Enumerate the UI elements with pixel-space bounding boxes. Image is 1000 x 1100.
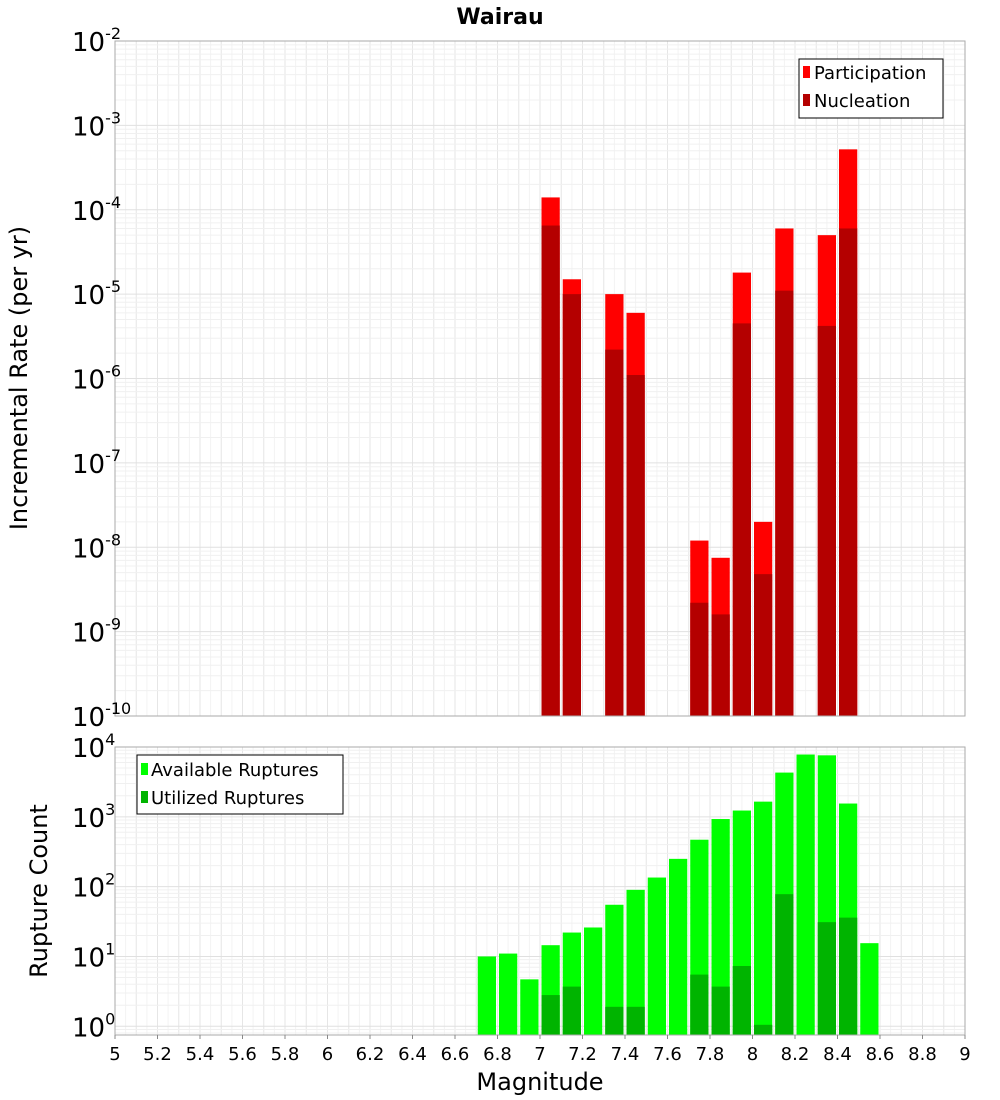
y-tick-label: 10-4 (72, 193, 121, 227)
y-tick-label: 10-7 (72, 446, 121, 480)
y-tick-label: 10-8 (72, 530, 121, 564)
x-tick-label: 5.8 (271, 1044, 300, 1065)
rate-bar-inner (711, 614, 730, 716)
count-bar-outer (499, 953, 518, 1035)
x-ticks: 5 5.2 5.4 5.6 5.8 6 6.2 6.4 6.6 6.8 7 7.2 7.4 7.6 7.8 8… (109, 1035, 971, 1065)
legend-swatch-utilized (141, 791, 148, 803)
x-tick-label: 6.6 (441, 1044, 470, 1065)
count-bar-inner (775, 894, 794, 1035)
bottom-legend-box (136, 754, 344, 815)
top-grid (114, 41, 966, 717)
y-tick-label: 10-3 (72, 108, 121, 142)
legend-swatch-available (141, 763, 148, 775)
top-y-ticks: 10-2 10-3 10-4 10-5 10-6 10-7 10-8 10-9 10-10 (72, 24, 131, 733)
y-tick-label: 10-6 (72, 362, 121, 396)
rate-bar-inner (839, 228, 858, 716)
count-bar-outer (860, 943, 879, 1035)
x-tick-label: 8.8 (908, 1044, 937, 1065)
rate-bar-inner (605, 349, 624, 716)
x-tick-label: 8.4 (823, 1044, 852, 1065)
legend-label-nucleation: Nucleation (814, 91, 910, 112)
count-bar-outer (647, 877, 666, 1035)
x-tick-label: 5.6 (228, 1044, 257, 1065)
y-tick-label: 104 (72, 730, 115, 764)
rate-bar-inner (775, 290, 794, 716)
x-tick-label: 9 (959, 1044, 970, 1065)
top-legend-box (798, 58, 944, 119)
legend-swatch-nucleation (803, 94, 810, 106)
top-plot: 10-2 10-3 10-4 10-5 10-6 10-7 10-8 10-9 10-10 In… (5, 24, 966, 733)
count-bar-inner (626, 1006, 645, 1035)
x-tick-label: 6.2 (356, 1044, 385, 1065)
x-tick-label: 8 (747, 1044, 758, 1065)
rate-bar-inner (690, 602, 709, 716)
count-bar-inner (839, 917, 858, 1035)
x-tick-label: 8.2 (781, 1044, 810, 1065)
x-tick-label: 7.2 (568, 1044, 597, 1065)
y-tick-label: 10-9 (72, 615, 121, 649)
y-tick-label: 10-5 (72, 277, 121, 311)
count-bar-outer (477, 956, 496, 1035)
bottom-legend: Available Ruptures Utilized Ruptures (136, 754, 344, 815)
y-tick-label: 102 (72, 870, 115, 904)
legend-label-available: Available Ruptures (151, 760, 319, 781)
x-tick-label: 7.6 (653, 1044, 682, 1065)
count-bar-inner (754, 1024, 773, 1035)
count-bar-outer (754, 801, 773, 1035)
count-bar-inner (562, 986, 581, 1035)
x-tick-label: 5 (109, 1044, 120, 1065)
rate-bar-inner (626, 375, 645, 716)
x-tick-label: 7 (534, 1044, 545, 1065)
count-bar-outer (520, 979, 539, 1035)
x-tick-label: 6.8 (483, 1044, 512, 1065)
rate-bar-inner (754, 574, 773, 716)
legend-label-utilized: Utilized Ruptures (151, 788, 304, 809)
count-bar-inner (605, 1006, 624, 1035)
count-bar-inner (541, 995, 560, 1035)
y-tick-label: 103 (72, 800, 115, 834)
top-legend: Participation Nucleation (798, 58, 944, 119)
count-bar-outer (584, 927, 603, 1035)
rate-bar-inner (541, 225, 560, 716)
rate-bar-inner (562, 294, 581, 716)
legend-swatch-participation (803, 66, 810, 78)
y-tick-label: 100 (72, 1009, 115, 1043)
bottom-bars (477, 754, 879, 1035)
chart-title: Wairau (456, 5, 543, 30)
count-bar-inner (690, 974, 709, 1035)
y-tick-label: 10-2 (72, 24, 121, 58)
count-bar-outer (669, 858, 688, 1035)
count-bar-outer (796, 754, 815, 1035)
x-tick-label: 5.4 (186, 1044, 215, 1065)
count-bar-outer (605, 904, 624, 1035)
x-tick-label: 6.4 (398, 1044, 427, 1065)
bottom-y-ticks: 104 103 102 101 100 (72, 730, 115, 1043)
x-axis-title: Magnitude (476, 1068, 603, 1096)
x-tick-label: 7.8 (696, 1044, 725, 1065)
y-tick-label: 10-10 (72, 699, 131, 733)
rate-bar-inner (817, 325, 836, 716)
x-tick-label: 7.4 (611, 1044, 640, 1065)
x-tick-label: 6 (322, 1044, 333, 1065)
count-bar-outer (711, 819, 730, 1035)
y-tick-label: 101 (72, 939, 115, 973)
count-bar-outer (626, 889, 645, 1035)
bottom-plot: 104 103 102 101 100 5 5.2 5.4 5.6 5.8 6 6.2 6.4 6.6 6… (25, 730, 971, 1096)
count-bar-inner (711, 986, 730, 1035)
x-tick-label: 5.2 (143, 1044, 172, 1065)
count-bar-inner (817, 922, 836, 1035)
top-y-axis-title: Incremental Rate (per yr) (5, 226, 33, 530)
count-bar-inner (732, 966, 751, 1035)
top-plot-border (114, 40, 966, 717)
bottom-y-axis-title: Rupture Count (25, 804, 53, 978)
legend-label-participation: Participation (814, 63, 926, 84)
rate-bar-inner (732, 323, 751, 716)
top-bars (541, 149, 858, 717)
x-tick-label: 8.6 (866, 1044, 895, 1065)
